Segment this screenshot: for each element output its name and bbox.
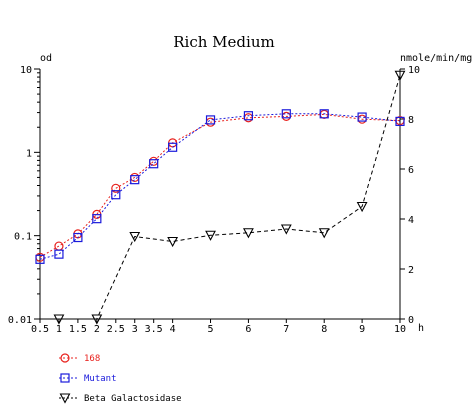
legend-label: Beta Galactosidase [84,394,182,404]
y-left-tick-label: 10 [20,65,32,76]
data-point [394,70,406,81]
data-point [92,214,102,224]
legend-item: Mutant [59,373,117,384]
data-point [205,115,216,125]
legend-marker [60,353,70,363]
y-right-tick-label: 10 [408,65,420,76]
data-point [280,224,292,235]
x-tick-label: 2.5 [107,324,125,335]
series-1 [35,109,405,264]
data-point [53,314,65,325]
data-point [149,156,159,166]
y-left-tick-label: 0.01 [8,315,32,326]
y-right-tick-label: 2 [408,265,414,276]
data-point [243,111,254,121]
x-tick-label: 6 [245,324,251,335]
y-right-tick-label: 0 [408,315,414,326]
data-point [54,249,64,259]
x-tick-label: 9 [359,324,365,335]
data-point [243,228,254,239]
legend-marker [60,373,70,383]
y-right-tick-label: 8 [408,115,414,126]
series-0 [35,109,405,262]
data-point [111,190,121,200]
series-line [58,75,401,320]
legend-item: Beta Galactosidase [59,393,182,404]
x-tick-label: 5 [208,324,214,335]
data-point [281,109,291,119]
axes [39,69,401,320]
legend: 168 Mutant Beta Galactosidase [59,353,182,404]
data-point [73,232,83,243]
data-point [318,228,330,239]
data-point [356,201,368,213]
y-right-axis-label: nmole/min/mg [400,53,472,64]
data-point [168,142,178,152]
x-tick-label: 3 [132,324,138,335]
y-left-tick-label: 0.1 [14,232,32,243]
data-point [129,231,141,243]
x-tick-label: 8 [321,324,327,335]
data-point [319,109,329,119]
chart-title: Rich Medium [173,33,274,51]
series-layer [35,70,406,325]
data-point [111,183,121,193]
ticks: 0.5 1 1.5 2 2.5 3 3.5 4 5 6 7 8 9 10 10 1 0.1 0.01 10 8 6 4 2 0 [8,65,420,335]
x-tick-label: 4 [170,324,176,335]
series-line [39,113,401,258]
data-point [54,241,64,251]
data-point [357,112,367,122]
series-line [39,113,401,260]
x-tick-label: 1 [56,324,62,335]
data-point [130,175,140,185]
x-tick-label: 1.5 [69,324,87,335]
y-right-tick-label: 6 [408,165,414,176]
y-left-tick-label: 1 [26,148,32,159]
x-tick-label: 10 [394,324,406,335]
legend-item: 168 [59,353,100,364]
x-axis-unit-label: h [418,323,424,334]
x-tick-label: 0.5 [31,324,49,335]
y-right-tick-label: 4 [408,215,414,226]
data-point [91,314,103,325]
legend-label: 168 [84,354,100,364]
series-2 [53,70,406,325]
data-point [35,254,45,264]
legend-marker [59,393,71,404]
x-tick-label: 7 [283,324,289,335]
data-point [167,236,179,248]
x-tick-label: 2 [94,324,100,335]
data-point [149,159,159,169]
legend-label: Mutant [84,374,117,384]
data-point [205,230,216,241]
data-point [395,116,405,127]
y-left-axis-label: od [40,53,52,64]
x-tick-label: 3.5 [145,324,163,335]
